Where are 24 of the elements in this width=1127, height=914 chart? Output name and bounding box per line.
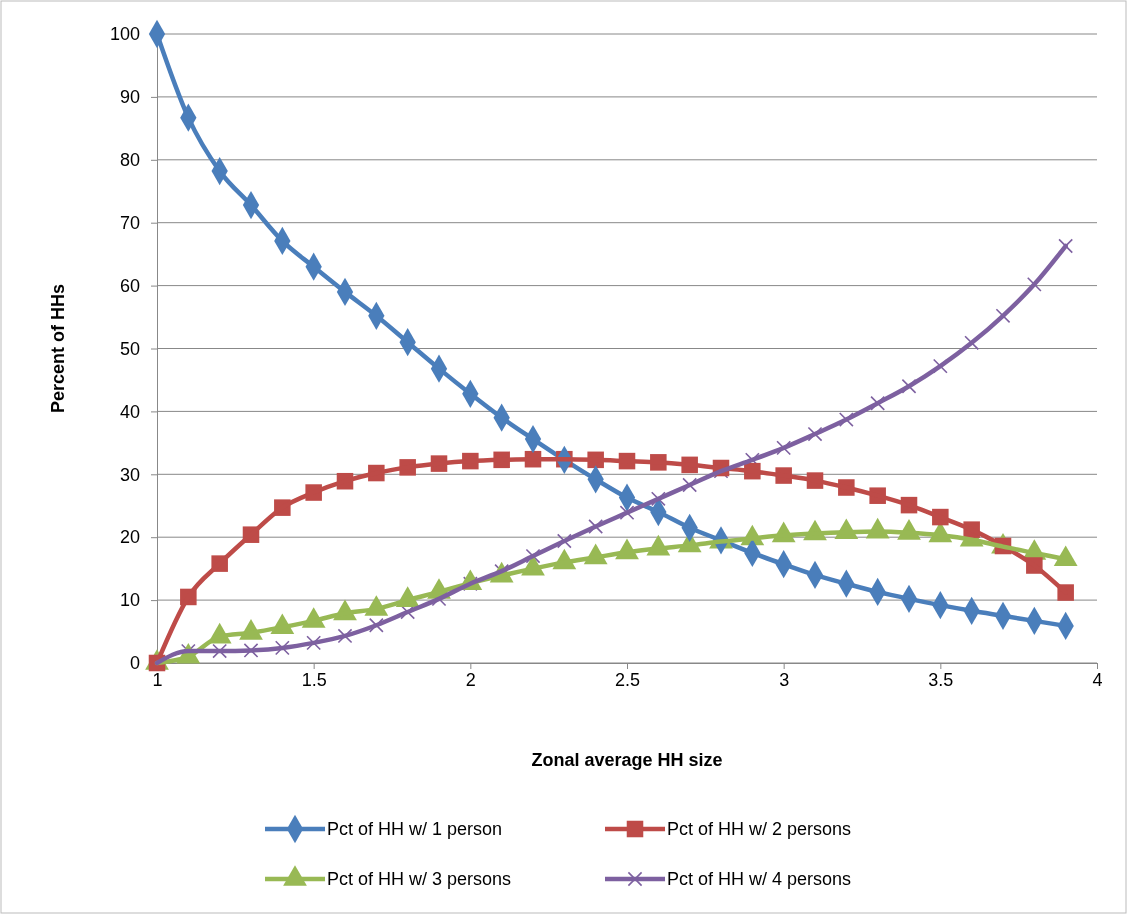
y-tick-label: 20: [119, 527, 140, 548]
y-axis-title: Percent of HHs: [48, 283, 68, 414]
legend-label: Pct of HH w/ 2 persons: [667, 819, 852, 839]
y-tick-label: 70: [119, 212, 140, 233]
y-tick-label: 30: [119, 464, 140, 485]
x-tick-label: 4: [1092, 670, 1103, 690]
y-tick-label: 60: [119, 275, 140, 296]
x-tick-label: 3: [779, 670, 790, 690]
x-tick-label: 1.5: [301, 670, 327, 690]
y-tick-label: 90: [119, 87, 140, 108]
legend-label: Pct of HH w/ 3 persons: [327, 869, 512, 889]
legend-label: Pct of HH w/ 4 persons: [667, 869, 852, 889]
x-tick-label: 2.5: [614, 670, 641, 690]
legend-label: Pct of HH w/ 1 person: [327, 819, 503, 839]
x-axis-title: Zonal average HH size: [531, 750, 723, 770]
x-tick-label: 3.5: [928, 670, 954, 690]
y-tick-label: 0: [129, 653, 140, 674]
x-tick-label: 2: [465, 670, 476, 690]
y-tick-label: 80: [119, 150, 140, 171]
y-tick-label: 100: [109, 24, 140, 45]
x-tick-label: 1: [152, 670, 163, 690]
y-tick-label: 40: [119, 401, 140, 422]
y-tick-label: 10: [119, 590, 140, 611]
y-tick-label: 50: [119, 338, 140, 359]
